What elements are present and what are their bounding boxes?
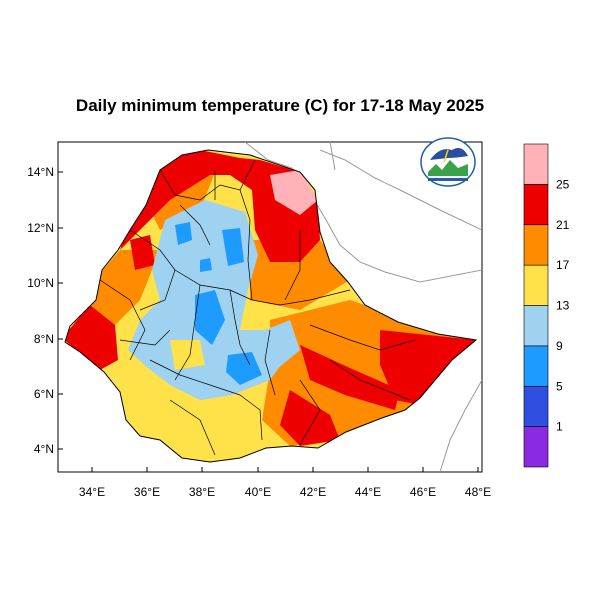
legend-colorbar: 1 5 9 13 17 21 25 <box>523 143 570 468</box>
legend-swatch <box>523 305 549 347</box>
lat-tick-label: 6°N <box>34 387 54 401</box>
lon-tick-label: 40°E <box>245 485 271 499</box>
lat-tick-label: 4°N <box>34 442 54 456</box>
lon-tick-label: 44°E <box>355 485 381 499</box>
legend-level-label: 17 <box>556 258 570 272</box>
lon-tick-label: 38°E <box>189 485 215 499</box>
country-outline <box>64 149 478 463</box>
legend-swatch <box>523 264 549 306</box>
legend-level-label: 9 <box>556 339 563 353</box>
longitude-axis <box>91 467 479 472</box>
legend-swatch <box>523 385 549 427</box>
legend-swatch <box>523 345 549 387</box>
lat-tick-label: 8°N <box>34 332 54 346</box>
legend-swatch <box>523 426 549 468</box>
neighbour-borders <box>244 142 482 472</box>
lon-tick-label: 34°E <box>79 485 105 499</box>
latitude-axis <box>58 171 63 450</box>
lat-tick-label: 12°N <box>27 221 54 235</box>
lon-tick-label: 42°E <box>300 485 326 499</box>
legend-level-label: 21 <box>556 218 570 232</box>
lat-tick-label: 14°N <box>27 165 54 179</box>
legend-swatch <box>523 143 549 185</box>
lon-tick-label: 46°E <box>410 485 436 499</box>
admin-boundaries <box>99 159 416 456</box>
lat-tick-label: 10°N <box>27 276 54 290</box>
meteorology-agency-logo <box>420 137 476 187</box>
legend-level-label: 5 <box>556 379 563 393</box>
lon-tick-label: 36°E <box>134 485 160 499</box>
legend-level-label: 25 <box>556 177 570 191</box>
legend-level-label: 1 <box>556 420 563 434</box>
legend-swatch <box>523 224 549 266</box>
chart-title: Daily minimum temperature (C) for 17-18 … <box>75 96 485 115</box>
lon-tick-label: 48°E <box>465 485 491 499</box>
legend-level-label: 13 <box>556 299 570 313</box>
legend-swatch <box>523 184 549 226</box>
